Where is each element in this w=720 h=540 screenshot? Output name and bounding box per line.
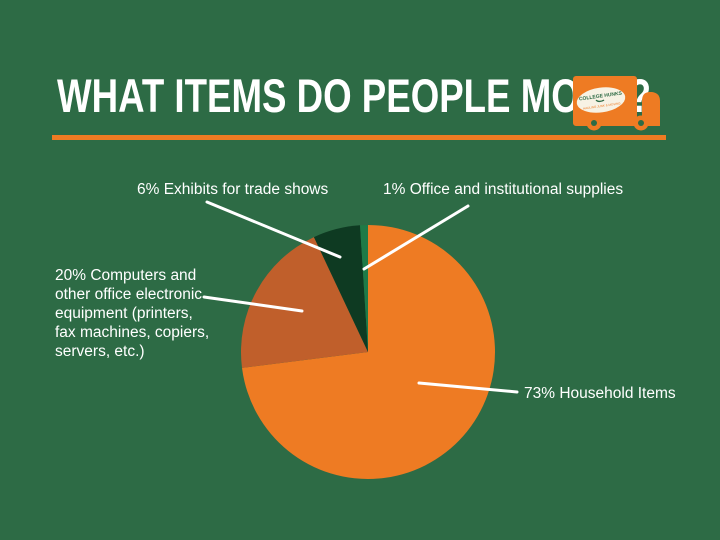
truck-oval-logo: COLLEGE HUNKS HAULING JUNK & MOVING: [575, 86, 627, 114]
truck-logo-icon: COLLEGE HUNKS HAULING JUNK & MOVING: [573, 76, 660, 131]
pie-chart: [241, 225, 496, 479]
page-title: WHAT ITEMS DO PEOPLE MOVE?: [57, 69, 652, 122]
pie-slice-household: [242, 225, 496, 479]
pie-slice-computers: [241, 237, 368, 368]
label-office: 1% Office and institutional supplies: [383, 181, 624, 198]
logo-line2: HAULING JUNK & MOVING: [583, 101, 622, 110]
label-computers: 20% Computers and other office electroni…: [55, 267, 210, 360]
truck-cab: [642, 92, 660, 126]
label-household: 73% Household Items: [524, 385, 676, 402]
label-exhibits: 6% Exhibits for trade shows: [137, 181, 329, 198]
title-underline: [52, 135, 666, 140]
